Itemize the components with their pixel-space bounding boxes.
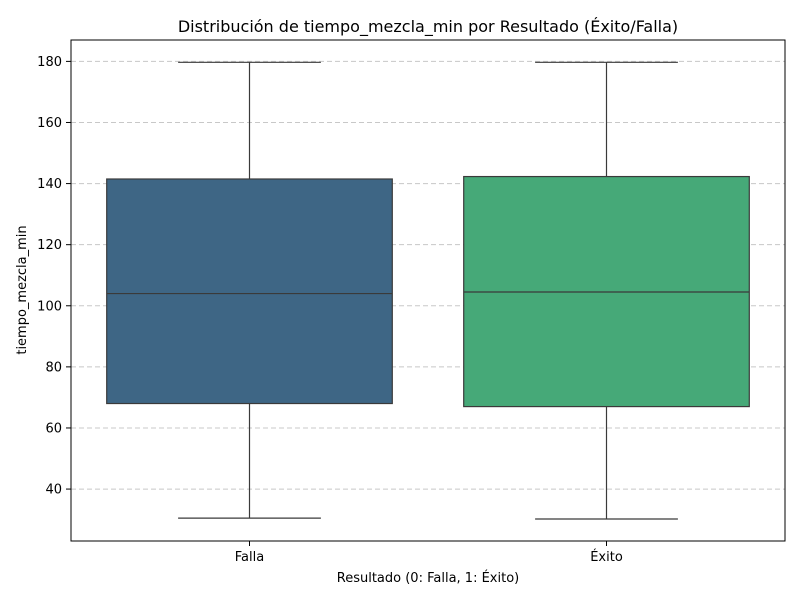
x-tick-label: Falla (235, 550, 264, 565)
y-tick-label: 80 (45, 360, 62, 375)
box-Falla (106, 61, 393, 519)
y-tick-label: 40 (45, 483, 62, 498)
y-tick-label: 180 (37, 55, 62, 70)
y-axis: 40 60 80 100 120 140 160 180 (37, 55, 71, 498)
chart-title: Distribución de tiempo_mezcla_min por Re… (178, 17, 678, 37)
iqr-box (106, 178, 393, 405)
y-tick-label: 60 (45, 421, 62, 436)
box-Éxito (463, 61, 750, 520)
y-tick-label: 100 (37, 299, 62, 314)
plot-frame (70, 39, 786, 542)
x-tick-label: Éxito (590, 549, 623, 565)
boxes (106, 61, 750, 520)
x-axis-label: Resultado (0: Falla, 1: Éxito) (337, 570, 519, 586)
y-tick-label: 140 (37, 177, 62, 192)
y-tick-label: 120 (37, 238, 62, 253)
y-axis-label: tiempo_mezcla_min (15, 225, 30, 354)
x-axis: Falla Éxito (235, 541, 623, 565)
y-tick-label: 160 (37, 116, 62, 131)
